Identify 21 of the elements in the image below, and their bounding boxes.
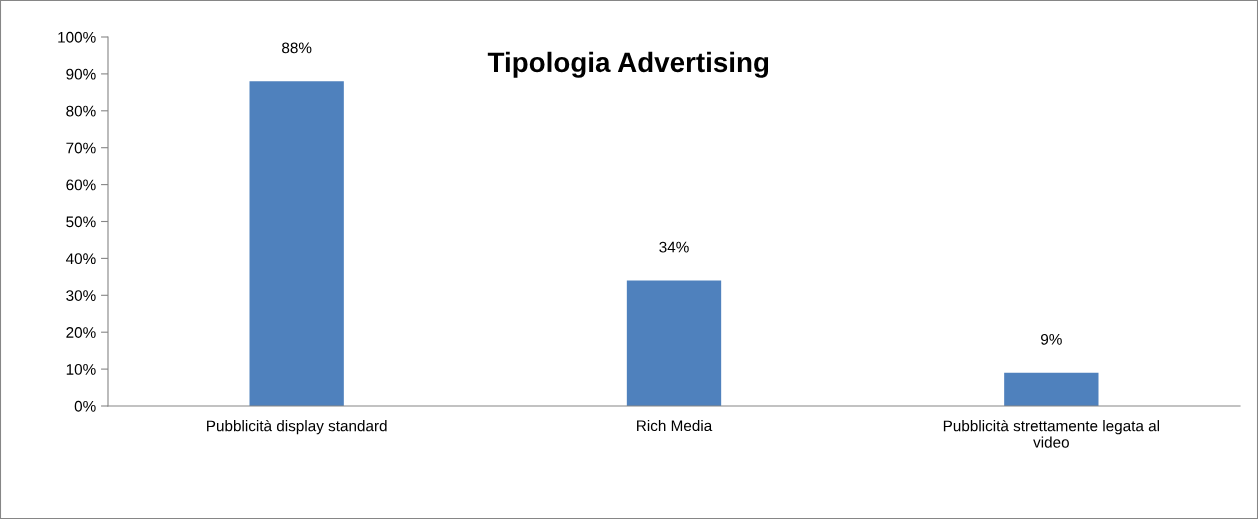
- x-tick-label: Rich Media: [637, 419, 713, 432]
- y-tick-label: 30%: [66, 290, 96, 301]
- y-tick-label: 100%: [58, 31, 96, 43]
- y-tick-label: 40%: [65, 253, 96, 265]
- y-tick-label: 20%: [66, 327, 96, 338]
- chart-title: Tipologia Advertising: [487, 51, 769, 78]
- x-tick-label: Pubblicità strettamente legata al video: [943, 419, 1160, 448]
- y-tick-label: 0%: [74, 400, 96, 412]
- data-label: 88%: [282, 42, 312, 54]
- x-tick-label: Pubblicità display standard: [207, 419, 387, 435]
- bar: [249, 81, 344, 406]
- bar: [626, 280, 722, 406]
- y-tick-label: 10%: [66, 363, 96, 375]
- data-label: 9%: [1041, 333, 1062, 345]
- y-tick-label: 70%: [66, 142, 96, 154]
- y-tick-label: 90%: [66, 68, 96, 80]
- y-tick-label: 50%: [66, 216, 96, 228]
- y-tick-label: 60%: [66, 179, 96, 191]
- y-tick-label: 80%: [66, 105, 96, 117]
- bar: [1004, 372, 1099, 406]
- data-label: 34%: [659, 241, 689, 253]
